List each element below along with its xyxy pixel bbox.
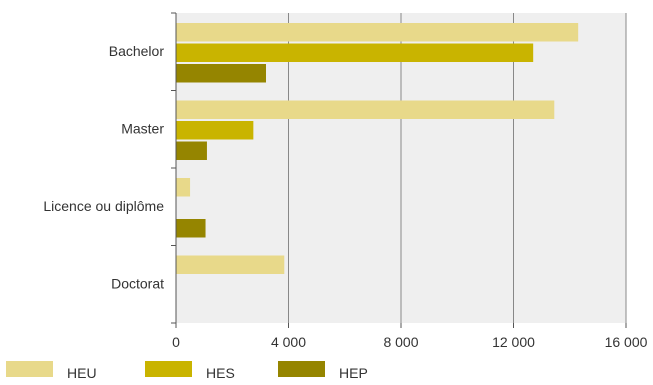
bars (176, 23, 579, 274)
legend-label-heu: HEU (67, 365, 97, 381)
category-label: Licence ou diplôme (43, 198, 164, 214)
bar-hep-1 (176, 141, 207, 160)
gridlines (288, 13, 627, 323)
legend-swatch-hep (278, 361, 325, 377)
legend-swatch-heu (6, 361, 53, 377)
x-tick-label: 8 000 (383, 334, 418, 350)
bar-heu-3 (176, 255, 285, 274)
legend: HEU HES HEP (6, 361, 368, 381)
bar-hes-1 (176, 121, 254, 140)
bar-hep-0 (176, 64, 266, 83)
x-tick-label: 16 000 (605, 334, 648, 350)
x-tick-label: 4 000 (271, 334, 306, 350)
category-labels: Bachelor Master Licence ou diplôme Doctorat (43, 43, 164, 292)
category-label: Master (121, 120, 164, 136)
bar-heu-2 (176, 178, 191, 197)
bar-heu-0 (176, 23, 579, 42)
axes (171, 12, 627, 328)
x-tick-label: 0 (172, 334, 180, 350)
legend-label-hes: HES (206, 365, 235, 381)
x-tick-label: 12 000 (492, 334, 535, 350)
x-tick-labels: 0 4 000 8 000 12 000 16 000 (172, 334, 648, 350)
bar-heu-1 (176, 100, 555, 119)
bar-hep-2 (176, 219, 206, 238)
legend-swatch-hes (145, 361, 192, 377)
legend-label-hep: HEP (339, 365, 368, 381)
category-label: Doctorat (111, 275, 164, 291)
bar-hes-0 (176, 43, 534, 62)
category-label: Bachelor (109, 43, 165, 59)
